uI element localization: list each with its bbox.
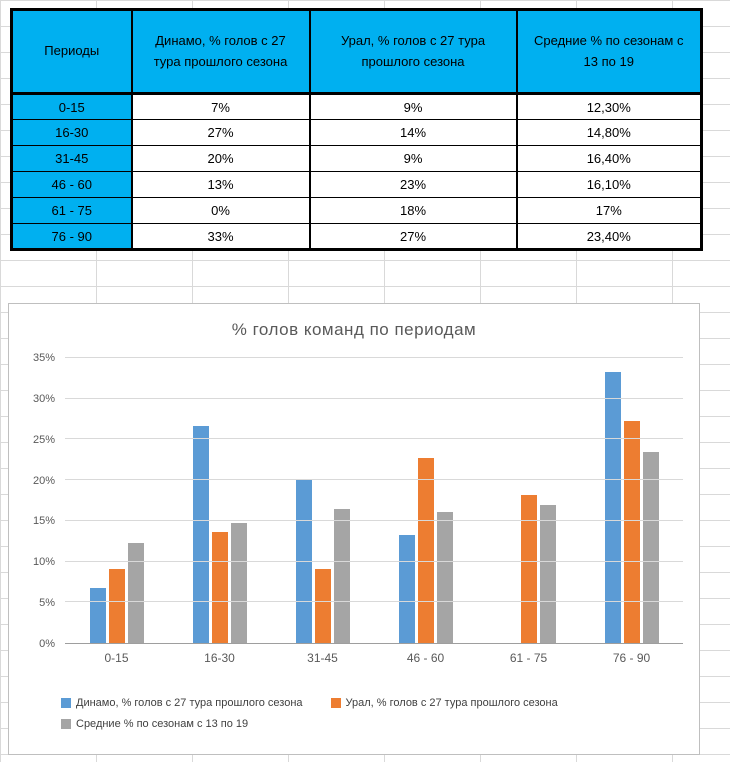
- bar[interactable]: [436, 511, 453, 643]
- period-cell[interactable]: 61 - 75: [10, 197, 133, 224]
- y-tick-label: 10%: [32, 556, 55, 569]
- bar[interactable]: [314, 568, 331, 643]
- legend-item[interactable]: Динамо, % голов с 27 тура прошлого сезон…: [61, 697, 303, 709]
- value-cell[interactable]: 9%: [308, 93, 518, 120]
- x-category-label: 16-30: [204, 651, 235, 665]
- value-cell[interactable]: 17%: [515, 197, 703, 224]
- legend-swatch: [61, 698, 71, 708]
- value-cell[interactable]: 13%: [130, 171, 311, 198]
- gridline: [65, 519, 683, 521]
- bar[interactable]: [604, 371, 621, 643]
- bar[interactable]: [623, 420, 640, 643]
- gridline: [65, 479, 683, 481]
- value-cell[interactable]: 14,80%: [515, 119, 703, 146]
- legend-item[interactable]: Урал, % голов с 27 тура прошлого сезона: [330, 697, 558, 709]
- x-axis: 0-15 16-30 31-45 46 - 60 61 - 75 76 - 90: [65, 651, 683, 665]
- y-axis: 0% 5% 10% 15% 20% 25% 30% 35%: [21, 352, 61, 650]
- x-category-label: 61 - 75: [509, 651, 548, 665]
- bar-group: [271, 358, 374, 643]
- value-cell[interactable]: 23%: [308, 171, 518, 198]
- bar-group: [477, 358, 580, 643]
- table-header-row: Периоды Динамо, % голов с 27 тура прошлог…: [10, 9, 703, 95]
- legend-label: Урал, % голов с 27 тура прошлого сезона: [345, 697, 558, 709]
- period-cell[interactable]: 76 - 90: [10, 223, 133, 250]
- bar[interactable]: [211, 532, 228, 643]
- period-cell[interactable]: 46 - 60: [10, 171, 133, 198]
- bar-group: [580, 358, 683, 643]
- y-tick-label: 15%: [32, 515, 55, 528]
- bar[interactable]: [127, 542, 144, 643]
- gridline: [65, 560, 683, 562]
- gridline: [65, 397, 683, 399]
- value-cell[interactable]: 7%: [130, 93, 311, 120]
- table-row: 76 - 90 33% 27% 23,40%: [10, 223, 703, 250]
- table-body: 0-15 7% 9% 12,30% 16-30 27% 14% 14,80% 31-45 20% 9…: [10, 93, 703, 250]
- legend-label: Динамо, % голов с 27 тура прошлого сезон…: [76, 697, 303, 709]
- bar[interactable]: [398, 534, 415, 643]
- y-tick-label: 25%: [32, 433, 55, 446]
- bar-groups: [65, 358, 683, 643]
- x-category-label: 76 - 90: [612, 651, 651, 665]
- value-cell[interactable]: 12,30%: [515, 93, 703, 120]
- legend-swatch: [61, 719, 71, 729]
- value-cell[interactable]: 9%: [308, 145, 518, 172]
- x-category-label: 0-15: [104, 651, 129, 665]
- value-cell[interactable]: 14%: [308, 119, 518, 146]
- chart-legend: Динамо, % голов с 27 тура прошлого сезон…: [61, 697, 679, 730]
- bar[interactable]: [89, 588, 106, 643]
- value-cell[interactable]: 27%: [308, 223, 518, 250]
- bar[interactable]: [192, 425, 209, 643]
- value-cell[interactable]: 33%: [130, 223, 311, 250]
- x-category-label: 46 - 60: [406, 651, 445, 665]
- value-cell[interactable]: 18%: [308, 197, 518, 224]
- y-tick-label: 30%: [32, 392, 55, 405]
- gridline: [65, 438, 683, 440]
- y-tick-label: 20%: [32, 474, 55, 487]
- table-row: 31-45 20% 9% 16,40%: [10, 145, 703, 172]
- period-cell[interactable]: 16-30: [10, 119, 133, 146]
- bar[interactable]: [108, 568, 125, 643]
- column-header-cell[interactable]: Средние % по сезонам с 13 по 19: [515, 9, 703, 95]
- table-row: 0-15 7% 9% 12,30%: [10, 93, 703, 120]
- legend-label: Средние % по сезонам с 13 по 19: [76, 718, 249, 730]
- bar[interactable]: [230, 522, 247, 643]
- column-header-cell[interactable]: Урал, % голов с 27 тура прошлого сезона: [308, 9, 518, 95]
- bar[interactable]: [295, 480, 312, 643]
- value-cell[interactable]: 16,10%: [515, 171, 703, 198]
- table-row: 16-30 27% 14% 14,80%: [10, 119, 703, 146]
- bar[interactable]: [333, 509, 350, 643]
- x-category-label: 31-45: [307, 651, 338, 665]
- legend-swatch: [330, 698, 341, 708]
- column-header-cell[interactable]: Динамо, % голов с 27 тура прошлого сезон…: [130, 9, 311, 95]
- bar-group: [374, 358, 477, 643]
- value-cell[interactable]: 0%: [130, 197, 311, 224]
- plot-wrap: 0% 5% 10% 15% 20% 25% 30% 35% 0-15 16-30 31-45 46 …: [21, 352, 683, 665]
- goals-by-period-chart[interactable]: % голов команд по периодам 0% 5% 10% 15% 20%…: [8, 303, 700, 755]
- value-cell[interactable]: 27%: [130, 119, 311, 146]
- y-tick-label: 35%: [32, 352, 55, 364]
- period-cell[interactable]: 0-15: [10, 93, 133, 120]
- chart-title[interactable]: % голов команд по периодам: [231, 320, 477, 339]
- gridline: [65, 357, 683, 358]
- value-cell[interactable]: 20%: [130, 145, 311, 172]
- y-tick-label: 5%: [39, 597, 55, 610]
- table-row: 61 - 75 0% 18% 17%: [10, 197, 703, 224]
- bar[interactable]: [520, 494, 537, 643]
- header-cell-periods[interactable]: Периоды: [10, 9, 133, 95]
- value-cell[interactable]: 16,40%: [515, 145, 703, 172]
- bar[interactable]: [539, 504, 556, 643]
- bar-group: [168, 358, 271, 643]
- value-cell[interactable]: 23,40%: [515, 223, 703, 250]
- gridline: [65, 601, 683, 603]
- bar[interactable]: [417, 458, 434, 643]
- legend-item[interactable]: Средние % по сезонам с 13 по 19: [61, 718, 248, 730]
- plot-area: [65, 357, 683, 644]
- bar[interactable]: [642, 452, 659, 643]
- periods-table: Периоды Динамо, % голов с 27 тура прошлог…: [10, 8, 703, 251]
- period-cell[interactable]: 31-45: [10, 145, 133, 172]
- table-row: 46 - 60 13% 23% 16,10%: [10, 171, 703, 198]
- y-tick-label: 0%: [39, 638, 55, 650]
- bar-group: [65, 358, 168, 643]
